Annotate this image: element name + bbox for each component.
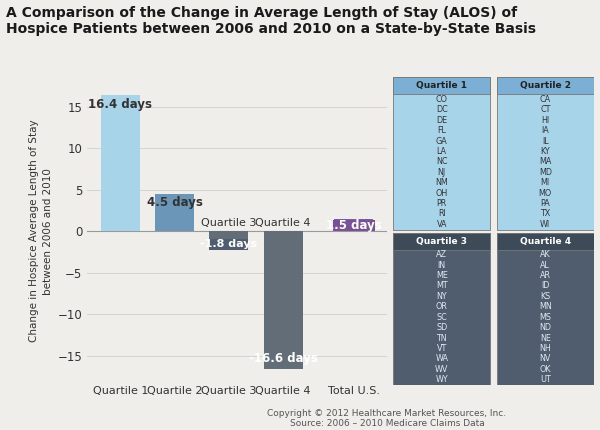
Text: LA: LA	[437, 147, 447, 156]
Text: AZ: AZ	[436, 250, 447, 259]
Text: AR: AR	[540, 271, 551, 280]
Text: 4.5 days: 4.5 days	[146, 196, 202, 209]
Text: MO: MO	[539, 189, 552, 198]
Text: OH: OH	[436, 189, 448, 198]
FancyBboxPatch shape	[333, 219, 375, 231]
Bar	[393, 233, 490, 249]
Text: -1.8 days: -1.8 days	[200, 240, 257, 249]
Text: ME: ME	[436, 271, 448, 280]
Text: Quartile 4: Quartile 4	[520, 237, 571, 246]
Text: NM: NM	[436, 178, 448, 187]
Text: WI: WI	[540, 220, 550, 229]
Text: DE: DE	[436, 116, 448, 125]
Bar	[497, 233, 594, 249]
Text: FL: FL	[437, 126, 446, 135]
Text: WV: WV	[435, 365, 448, 374]
Text: MA: MA	[539, 157, 551, 166]
Text: Quartile 1: Quartile 1	[416, 81, 467, 90]
Text: Copyright © 2012 Healthcare Market Resources, Inc.: Copyright © 2012 Healthcare Market Resou…	[268, 409, 506, 418]
Text: HI: HI	[541, 116, 550, 125]
Text: DC: DC	[436, 105, 448, 114]
Bar	[155, 194, 194, 231]
Text: ID: ID	[541, 282, 550, 291]
Y-axis label: Change in Hospice Average Length of Stay
between 2006 and 2010: Change in Hospice Average Length of Stay…	[29, 120, 53, 342]
Bar	[101, 95, 140, 231]
Text: Quartile 3: Quartile 3	[201, 218, 257, 228]
Text: VT: VT	[437, 344, 447, 353]
Bar	[393, 233, 490, 385]
Text: AK: AK	[540, 250, 551, 259]
Bar	[497, 77, 594, 230]
Text: PR: PR	[437, 199, 447, 208]
Text: Quartile 3: Quartile 3	[416, 237, 467, 246]
Text: CT: CT	[540, 105, 550, 114]
Text: GA: GA	[436, 137, 448, 146]
Text: CA: CA	[539, 95, 551, 104]
Text: WA: WA	[435, 354, 448, 363]
Text: Hospice Patients between 2006 and 2010 on a State-by-State Basis: Hospice Patients between 2006 and 2010 o…	[6, 22, 536, 36]
FancyBboxPatch shape	[209, 239, 248, 250]
Text: NC: NC	[436, 157, 448, 166]
Text: VA: VA	[436, 220, 447, 229]
Text: NH: NH	[539, 344, 551, 353]
Text: UT: UT	[540, 375, 551, 384]
Text: 1.5 days: 1.5 days	[326, 219, 382, 232]
Bar	[209, 231, 248, 246]
Text: SC: SC	[436, 313, 447, 322]
Text: MN: MN	[539, 302, 551, 311]
Text: 16.4 days: 16.4 days	[88, 98, 152, 111]
Text: NE: NE	[540, 334, 551, 343]
Text: TN: TN	[436, 334, 447, 343]
Text: Quartile 2: Quartile 2	[520, 81, 571, 90]
Text: Source: 2006 – 2010 Medicare Claims Data: Source: 2006 – 2010 Medicare Claims Data	[290, 419, 484, 428]
Text: -16.6 days: -16.6 days	[249, 352, 317, 365]
Bar	[393, 77, 490, 230]
Text: NJ: NJ	[437, 168, 446, 177]
Text: NY: NY	[436, 292, 447, 301]
Text: ND: ND	[539, 323, 551, 332]
Text: TX: TX	[540, 209, 550, 218]
Text: MD: MD	[539, 168, 552, 177]
Text: KY: KY	[541, 147, 550, 156]
Text: Quartile 4: Quartile 4	[256, 218, 311, 228]
Text: OR: OR	[436, 302, 448, 311]
Text: AL: AL	[541, 261, 550, 270]
Bar	[393, 77, 490, 94]
Text: SD: SD	[436, 323, 448, 332]
Bar	[497, 233, 594, 385]
Text: MI: MI	[541, 178, 550, 187]
Text: IN: IN	[437, 261, 446, 270]
Text: MS: MS	[539, 313, 551, 322]
Text: NV: NV	[539, 354, 551, 363]
Text: WY: WY	[436, 375, 448, 384]
Text: A Comparison of the Change in Average Length of Stay (ALOS) of: A Comparison of the Change in Average Le…	[6, 6, 517, 21]
Text: IL: IL	[542, 137, 548, 146]
Text: IA: IA	[541, 126, 549, 135]
Bar	[334, 219, 373, 231]
Bar	[497, 77, 594, 94]
Text: KS: KS	[540, 292, 550, 301]
Text: MT: MT	[436, 282, 448, 291]
Text: CO: CO	[436, 95, 448, 104]
Bar	[263, 231, 303, 369]
Text: RI: RI	[438, 209, 446, 218]
Text: PA: PA	[541, 199, 550, 208]
Text: OK: OK	[539, 365, 551, 374]
